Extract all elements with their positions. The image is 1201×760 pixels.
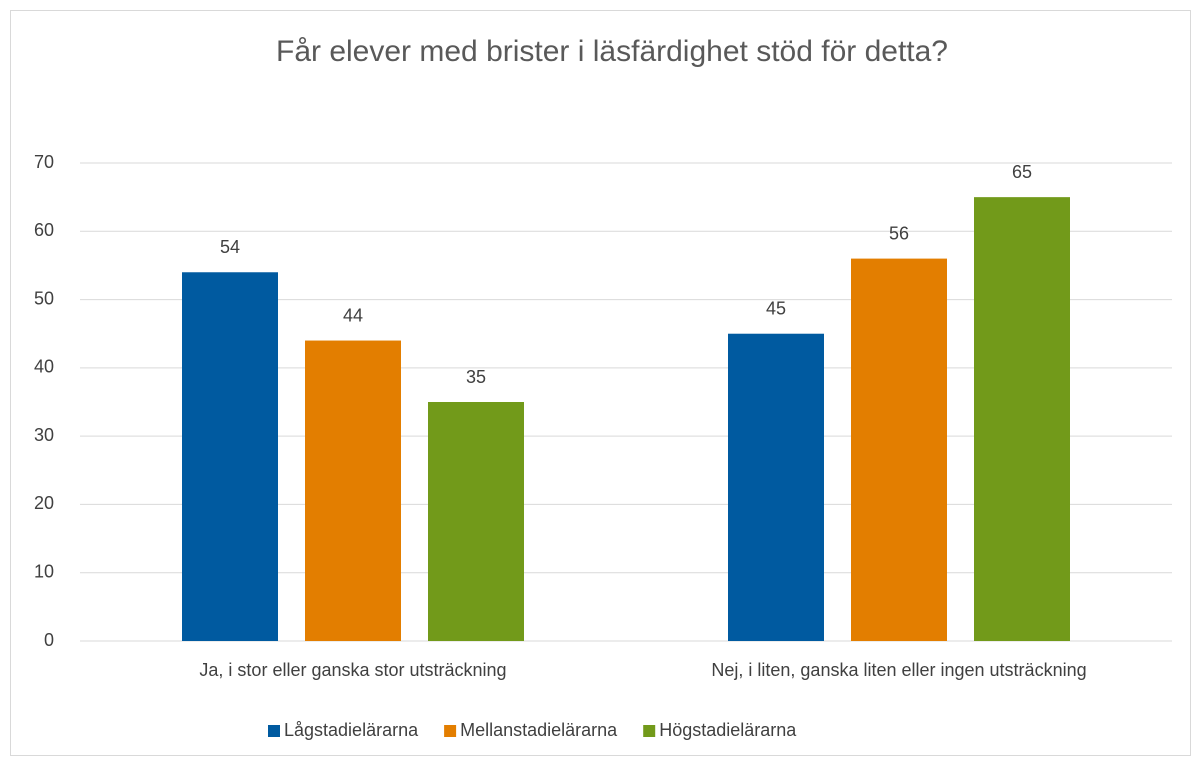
- y-tick-label: 20: [34, 493, 54, 513]
- bar: [728, 333, 824, 641]
- data-label: 65: [1012, 162, 1032, 182]
- data-label: 56: [889, 223, 909, 243]
- y-tick-label: 40: [34, 357, 54, 377]
- y-tick-label: 30: [34, 425, 54, 445]
- bar: [428, 402, 524, 641]
- y-tick-label: 0: [44, 630, 54, 650]
- chart-title: Får elever med brister i läsfärdighet st…: [276, 35, 948, 68]
- legend-swatch: [444, 725, 457, 737]
- bar: [974, 197, 1070, 641]
- legend-label: Högstadielärarna: [659, 720, 797, 740]
- y-tick-label: 10: [34, 561, 54, 581]
- y-tick-label: 60: [34, 220, 54, 240]
- bar: [182, 272, 278, 641]
- legend-label: Lågstadielärarna: [284, 720, 419, 740]
- bar: [305, 340, 401, 641]
- x-tick-label: Nej, i liten, ganska liten eller ingen u…: [711, 660, 1086, 680]
- legend-swatch: [268, 725, 280, 737]
- data-label: 54: [220, 237, 240, 257]
- y-tick-label: 50: [34, 288, 54, 308]
- y-tick-label: 70: [34, 152, 54, 172]
- x-tick-label: Ja, i stor eller ganska stor utsträcknin…: [199, 660, 506, 680]
- data-label: 35: [466, 367, 486, 387]
- bar: [851, 258, 947, 641]
- data-label: 44: [343, 305, 363, 325]
- data-label: 45: [766, 298, 786, 318]
- legend-label: Mellanstadielärarna: [460, 720, 618, 740]
- legend-swatch: [643, 725, 656, 737]
